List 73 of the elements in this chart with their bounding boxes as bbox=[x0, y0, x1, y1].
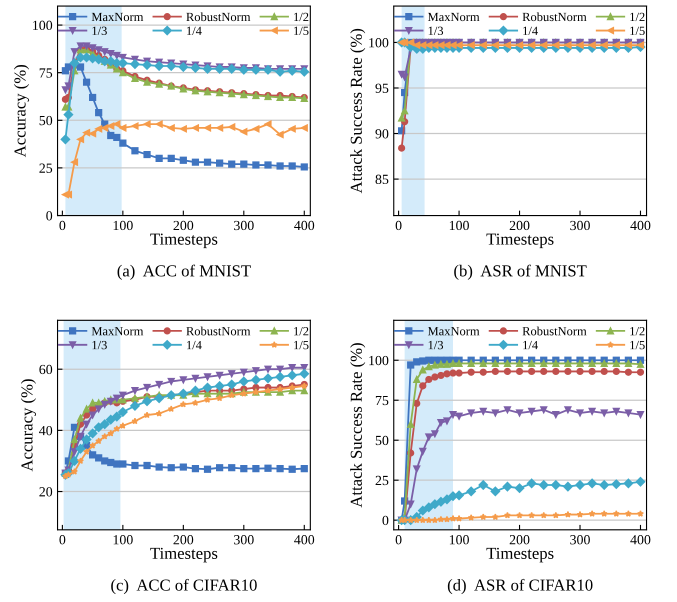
x-tick-label: 300 bbox=[570, 220, 590, 230]
legend-label: 1/5 bbox=[630, 340, 645, 350]
y-tick-label: 0 bbox=[382, 516, 388, 526]
x-tick-label: 100 bbox=[114, 535, 133, 544]
x-tick-label: 200 bbox=[510, 220, 530, 230]
x-tick-label: 300 bbox=[234, 220, 254, 230]
y-tick-label: 100 bbox=[369, 356, 388, 366]
x-tick-label: 400 bbox=[294, 535, 314, 544]
x-tick-label: 0 bbox=[396, 535, 402, 544]
legend-label: MaxNorm bbox=[92, 327, 144, 336]
y-tick-label: 100 bbox=[369, 38, 388, 48]
y-tick-label: 75 bbox=[40, 68, 52, 78]
y-tick-label: 25 bbox=[39, 164, 52, 173]
x-axis-title: Timesteps bbox=[150, 548, 218, 562]
x-tick-label: 400 bbox=[630, 535, 650, 544]
legend-label: MaxNorm bbox=[92, 12, 144, 22]
x-tick-label: 100 bbox=[114, 220, 133, 230]
legend-label: 1/3 bbox=[428, 26, 444, 36]
legend-label: RobustNorm bbox=[522, 326, 587, 336]
y-tick-label: 60 bbox=[39, 364, 52, 374]
x-tick-label: 100 bbox=[450, 220, 469, 230]
y-tick-label: 95 bbox=[375, 84, 388, 93]
legend-label: MaxNorm bbox=[428, 12, 480, 22]
x-axis-title: Timesteps bbox=[486, 548, 554, 562]
x-tick-label: 100 bbox=[450, 535, 469, 544]
legend-label: MaxNorm bbox=[428, 327, 480, 336]
y-tick-label: 75 bbox=[376, 396, 388, 406]
x-axis-title: Timesteps bbox=[486, 234, 554, 248]
legend-label: 1/2 bbox=[630, 326, 645, 336]
text: (b) ASR of MNIST bbox=[454, 264, 587, 280]
y-tick-label: 50 bbox=[40, 116, 52, 126]
x-tick-label: 0 bbox=[59, 535, 66, 544]
legend-label: 1/4 bbox=[187, 26, 202, 36]
x-tick-label: 300 bbox=[234, 535, 254, 544]
legend-label: 1/3 bbox=[92, 26, 107, 36]
y-tick-label: 85 bbox=[376, 174, 388, 184]
legend-label: RobustNorm bbox=[522, 12, 587, 22]
x-tick-label: 300 bbox=[570, 535, 590, 544]
legend-label: 1/2 bbox=[294, 12, 308, 22]
x-tick-label: 200 bbox=[174, 535, 194, 544]
legend-label: 1/5 bbox=[294, 26, 309, 36]
y-tick-label: 40 bbox=[39, 426, 52, 436]
legend-label: RobustNorm bbox=[186, 326, 250, 336]
legend-label: 1/3 bbox=[92, 340, 107, 350]
text: (a) ACC of MNIST bbox=[118, 264, 251, 280]
text: (c) ACC of CIFAR10 bbox=[111, 578, 257, 594]
y-tick-label: 100 bbox=[33, 20, 52, 30]
y-tick-label: 20 bbox=[39, 487, 52, 496]
y-tick-label: 25 bbox=[376, 476, 388, 486]
legend-label: 1/5 bbox=[294, 340, 309, 350]
y-axis-title: Accuracy (%) bbox=[20, 379, 36, 472]
x-tick-label: 200 bbox=[510, 535, 530, 544]
x-tick-label: 400 bbox=[294, 220, 314, 230]
x-tick-label: 200 bbox=[174, 220, 194, 230]
legend-label: 1/2 bbox=[630, 12, 645, 22]
legend-label: 1/2 bbox=[294, 326, 308, 336]
legend-label: 1/4 bbox=[523, 340, 538, 350]
y-axis-title: Attack Success Rate (%) bbox=[350, 343, 366, 508]
y-tick-label: 90 bbox=[375, 129, 388, 138]
x-tick-label: 0 bbox=[59, 220, 66, 230]
legend-label: 1/4 bbox=[187, 340, 202, 350]
legend-label: 1/5 bbox=[630, 26, 645, 36]
legend-label: RobustNorm bbox=[186, 12, 250, 22]
y-tick-label: 0 bbox=[46, 211, 52, 220]
legend-label: 1/3 bbox=[428, 340, 444, 350]
y-tick-label: 50 bbox=[376, 436, 388, 446]
x-tick-label: 0 bbox=[396, 220, 402, 230]
x-axis-title: Timesteps bbox=[150, 234, 218, 248]
legend-label: 1/4 bbox=[523, 26, 538, 36]
text: (d) ASR of CIFAR10 bbox=[448, 578, 593, 594]
x-tick-label: 400 bbox=[630, 220, 650, 230]
y-axis-title: Attack Success Rate (%) bbox=[350, 28, 366, 194]
y-axis-title: Accuracy (%) bbox=[14, 65, 30, 158]
